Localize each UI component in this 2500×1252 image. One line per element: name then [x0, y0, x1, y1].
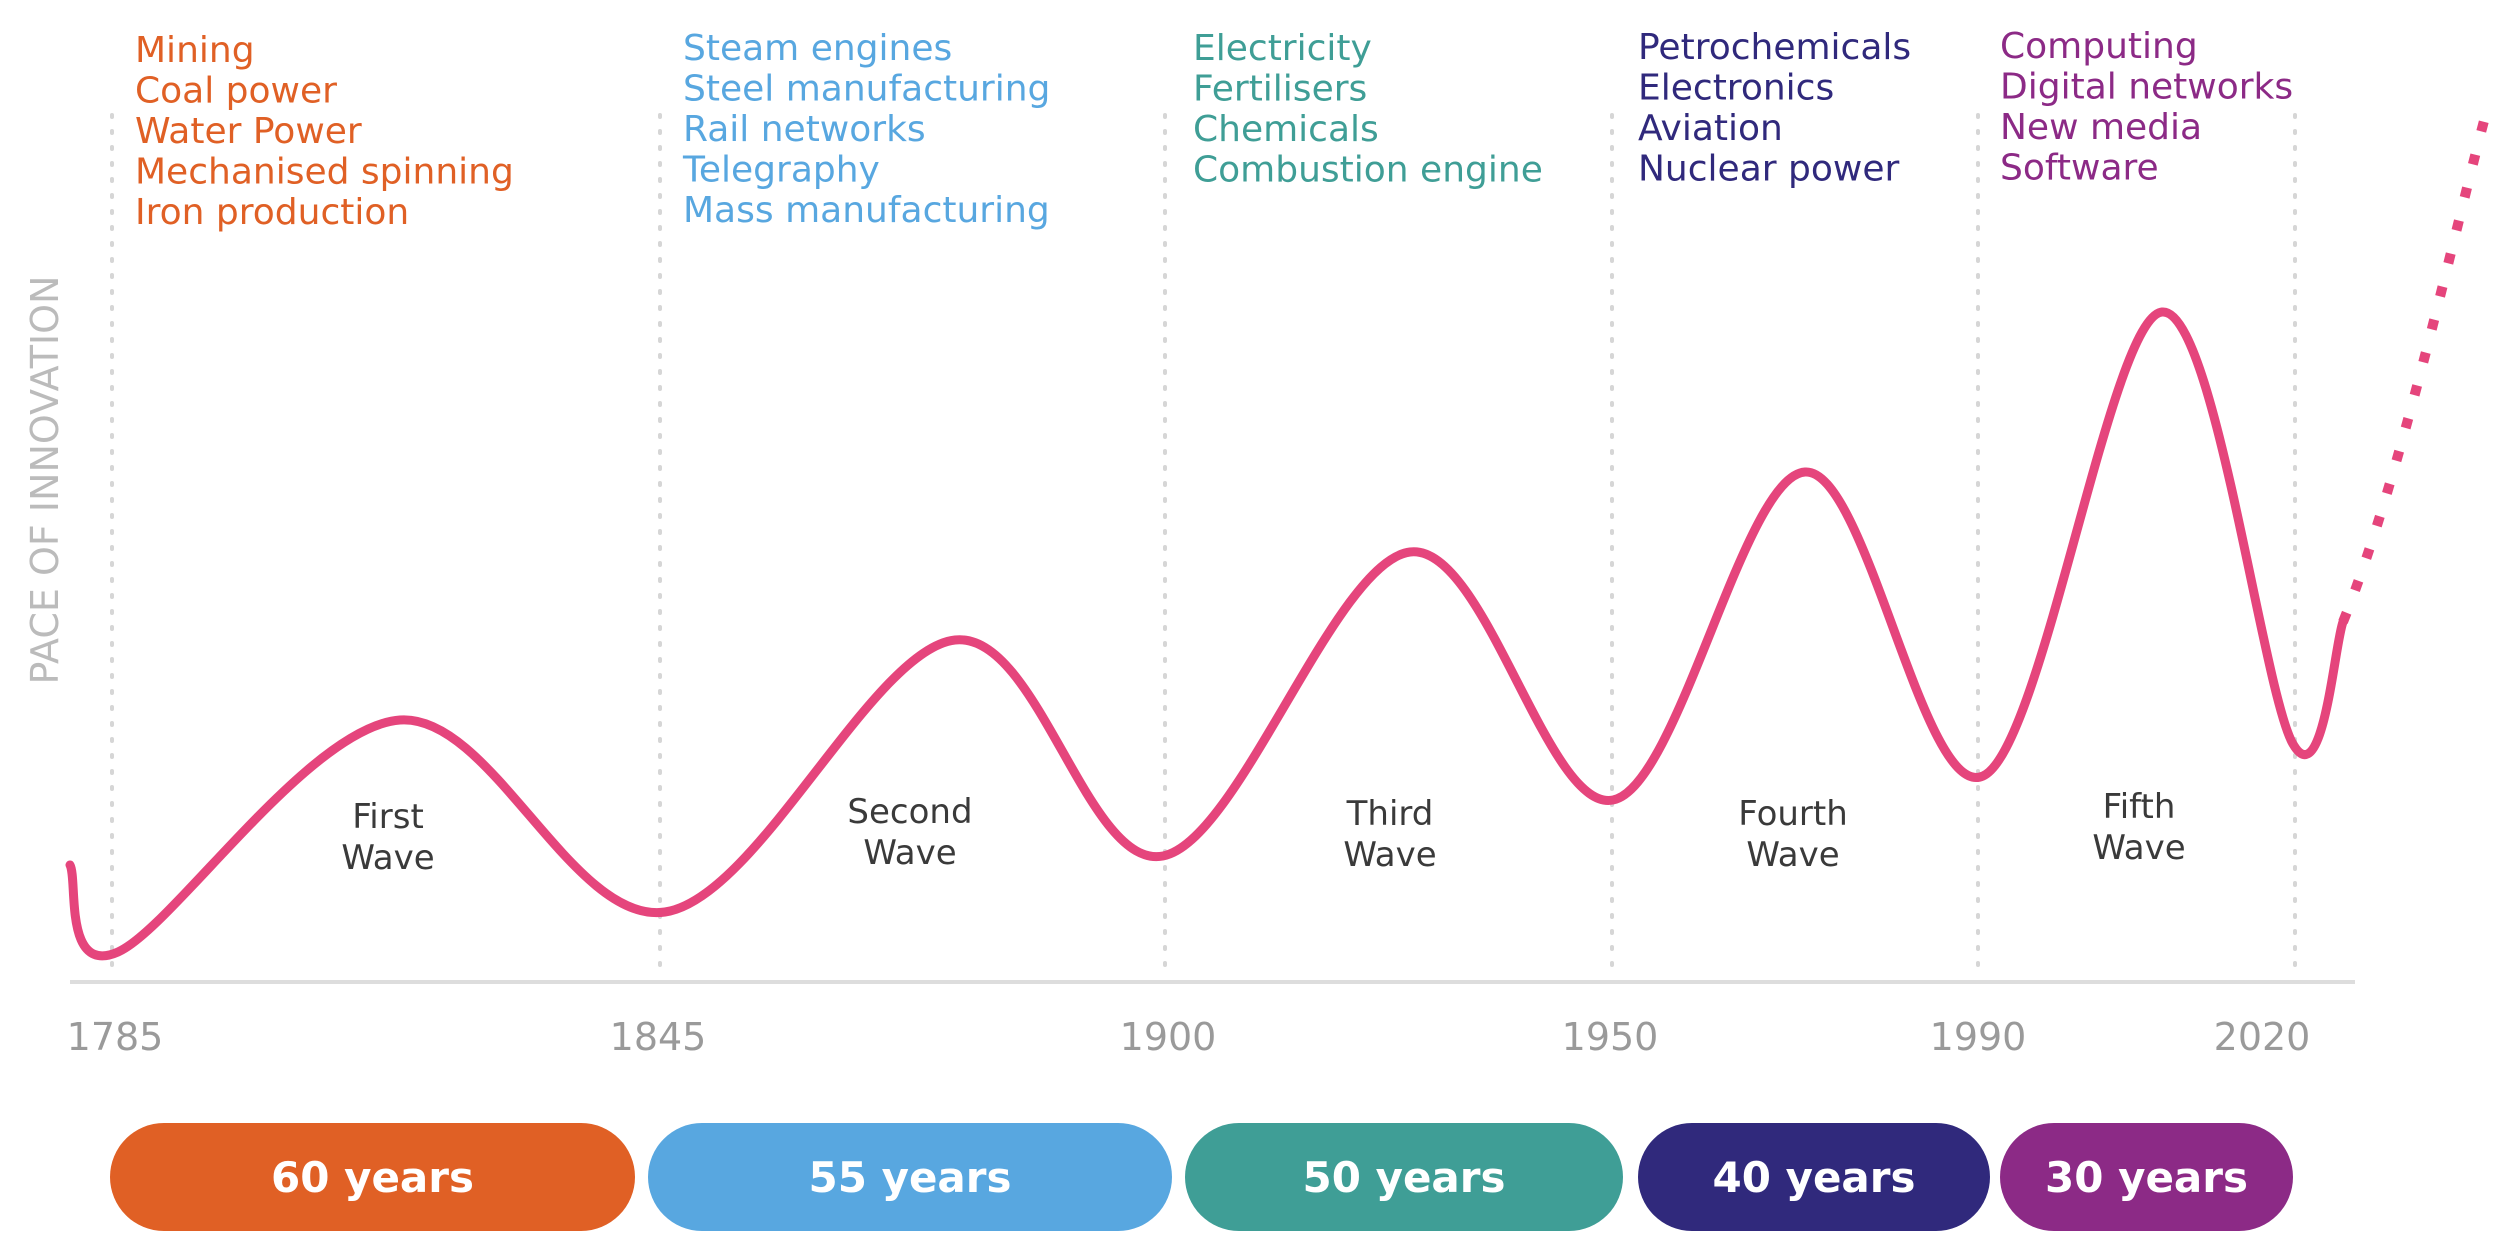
technology-digital-networks: Digital networks [2000, 67, 2293, 108]
wave-label-2-line-1: Second [847, 792, 972, 832]
innovation-curve [65, 115, 2490, 961]
wave-boundary-gridlines [110, 113, 2297, 977]
technology-electricity: Electricity [1193, 28, 1372, 69]
tick-label-1900: 1900 [1120, 1015, 1217, 1059]
technology-chemicals: Chemicals [1193, 109, 1379, 150]
tick-label-1990: 1990 [1930, 1015, 2027, 1059]
technology-iron-production: Iron production [135, 192, 409, 233]
tick-label-1845: 1845 [610, 1015, 707, 1059]
technology-aviation: Aviation [1638, 108, 1783, 149]
technology-combustion-engine: Combustion engine [1193, 150, 1543, 191]
technology-computing: Computing [2000, 26, 2198, 67]
technology-steam-engines: Steam engines [683, 28, 952, 69]
curve-projection [2338, 115, 2490, 624]
duration-pill-1 [110, 1123, 635, 1231]
wave-label-1-line-2: Wave [341, 838, 434, 878]
duration-pill-4 [1638, 1123, 1990, 1231]
technology-steel-manufacturing: Steel manufacturing [683, 69, 1050, 110]
technology-new-media: New media [2000, 107, 2202, 148]
duration-pills: 60 years 55 years 50 years 40 years 30 years [110, 1123, 2293, 1231]
tick-label-1950: 1950 [1562, 1015, 1659, 1059]
duration-pill-5 [2000, 1123, 2293, 1231]
duration-label-5: 30 years [2045, 1153, 2248, 1202]
wave-label-1-line-1: First [352, 797, 424, 837]
y-axis-label: PACE OF INNOVATION [23, 276, 67, 685]
wave-label-2-line-2: Wave [863, 833, 956, 873]
wave-label-4-line-2: Wave [1746, 835, 1839, 875]
technology-petrochemicals: Petrochemicals [1638, 27, 1911, 68]
technology-mass-manufacturing: Mass manufacturing [683, 190, 1050, 231]
technology-nuclear-power: Nuclear power [1638, 149, 1899, 190]
wave-labels: FirstWaveSecondWaveThirdWaveFourthWaveFi… [341, 787, 2185, 878]
technology-rail-networks: Rail networks [683, 109, 926, 150]
technology-mechanised-spinning: Mechanised spinning [135, 152, 514, 193]
tick-label-1785: 1785 [67, 1015, 164, 1059]
technology-mining: Mining [135, 30, 255, 71]
duration-label-4: 40 years [1713, 1153, 1916, 1202]
wave-label-4-line-1: Fourth [1738, 794, 1848, 834]
technology-electronics: Electronics [1638, 68, 1834, 109]
duration-pill-2 [648, 1123, 1172, 1231]
technology-software: Software [2000, 148, 2159, 189]
technology-water-power: Water Power [135, 111, 362, 152]
duration-pill-3 [1185, 1123, 1623, 1231]
tick-label-2020: 2020 [2214, 1015, 2311, 1059]
curve-line [65, 307, 2348, 961]
x-axis-ticks: 1785 1845 1900 1950 1990 2020 [67, 1015, 2311, 1059]
wave-label-5-line-2: Wave [2092, 828, 2185, 868]
technology-telegraphy: Telegraphy [682, 150, 880, 191]
wave-label-3-line-1: Third [1346, 794, 1434, 834]
duration-label-3: 50 years [1303, 1153, 1506, 1202]
technology-fertilisers: Fertilisers [1193, 69, 1367, 110]
duration-label-1: 60 years [271, 1153, 474, 1202]
wave-label-5-line-1: Fifth [2103, 787, 2176, 827]
technology-coal-power: Coal power [135, 71, 337, 112]
wave-label-3-line-2: Wave [1343, 835, 1436, 875]
duration-label-2: 55 years [809, 1153, 1012, 1202]
